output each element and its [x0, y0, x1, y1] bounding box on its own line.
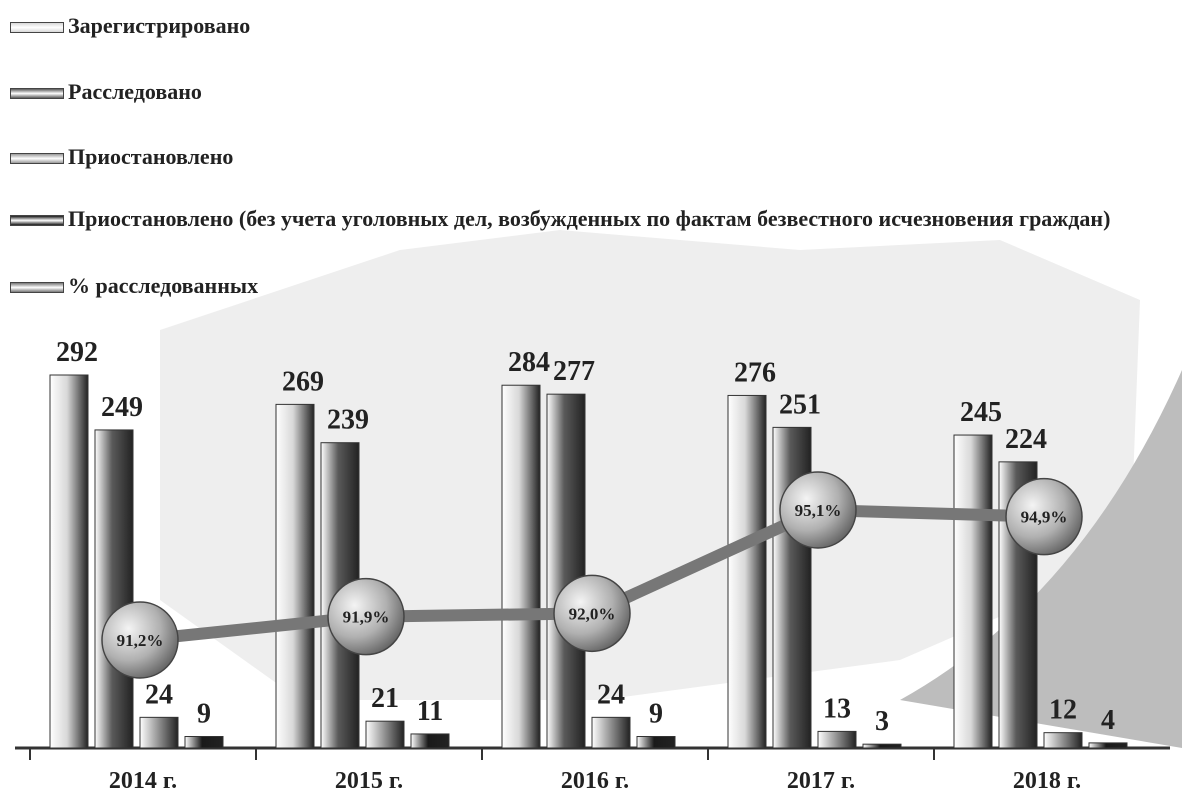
legend-label: Приостановлено: [68, 144, 234, 169]
data-label: 92,0%: [569, 604, 616, 623]
legend-label: % расследованных: [68, 273, 259, 298]
legend-item: Приостановлено (без учета уголовных дел,…: [10, 205, 1175, 233]
x-tick-label: 2015 г.: [335, 768, 403, 794]
background-shape: [900, 370, 1182, 748]
legend-label: Расследовано: [68, 79, 202, 104]
legend-label: Приостановлено (без учета уголовных дел,…: [68, 206, 1111, 231]
line-marker: [553, 574, 631, 653]
data-label: 4: [1101, 705, 1115, 736]
data-label: 9: [649, 699, 663, 730]
legend-item: Приостановлено: [10, 143, 1175, 171]
bar: [49, 374, 89, 749]
bar: [591, 716, 631, 749]
data-label: 239: [327, 405, 369, 436]
bar: [546, 393, 586, 749]
data-label: 95,1%: [795, 501, 842, 520]
legend-swatch: [10, 153, 64, 164]
legend-swatch: [10, 282, 64, 293]
background-map: [160, 230, 1140, 700]
line-marker: [1005, 477, 1083, 556]
data-label: 269: [282, 366, 324, 397]
x-tick-label: 2017 г.: [787, 768, 855, 794]
x-tick-label: 2014 г.: [109, 768, 177, 794]
legend-item: % расследованных: [10, 272, 1175, 300]
data-label: 24: [145, 679, 173, 710]
line-marker: [101, 601, 179, 679]
data-label: 277: [553, 356, 595, 387]
line-marker: [327, 577, 405, 656]
bar: [1043, 732, 1083, 749]
x-tick-label: 2018 г.: [1013, 768, 1081, 794]
data-label: 276: [734, 357, 776, 388]
data-label: 249: [101, 392, 143, 423]
bar: [636, 736, 676, 749]
data-label: 292: [56, 337, 98, 368]
legend-label: Зарегистрировано: [68, 13, 251, 38]
data-label: 21: [371, 683, 399, 714]
data-label: 251: [779, 389, 821, 420]
bar: [953, 434, 993, 749]
bar: [1088, 742, 1128, 749]
bar: [817, 730, 857, 749]
data-label: 245: [960, 397, 1002, 428]
x-tick-label: 2016 г.: [561, 768, 629, 794]
bar: [94, 429, 134, 749]
bar: [139, 716, 179, 749]
bar: [862, 743, 902, 749]
data-label: 91,2%: [117, 631, 164, 650]
data-label: 284: [508, 347, 550, 378]
bar: [365, 720, 405, 749]
legend-swatch: [10, 215, 64, 226]
data-label: 3: [875, 706, 889, 737]
bar: [410, 733, 450, 749]
data-label: 9: [197, 699, 211, 730]
bar: [501, 384, 541, 749]
data-label: 94,9%: [1021, 508, 1068, 527]
data-label: 224: [1005, 424, 1047, 455]
data-label: 13: [823, 693, 851, 724]
bar: [184, 736, 224, 749]
bar: [727, 394, 767, 749]
legend-item: Расследовано: [10, 78, 1175, 106]
line-marker: [779, 471, 857, 549]
bar: [275, 403, 315, 749]
legend-item: Зарегистрировано: [10, 12, 1175, 40]
legend-swatch: [10, 88, 64, 99]
data-label: 91,9%: [343, 608, 390, 627]
legend-swatch: [10, 22, 64, 33]
data-label: 11: [417, 696, 443, 727]
data-label: 12: [1049, 695, 1077, 726]
data-label: 24: [597, 679, 625, 710]
